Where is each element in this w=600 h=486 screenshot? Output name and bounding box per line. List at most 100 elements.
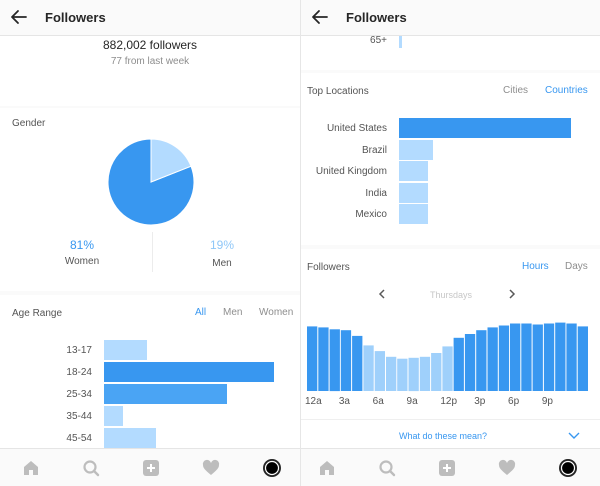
heart-icon[interactable] [201,458,221,478]
tab-days[interactable]: Days [565,261,588,272]
filter-all[interactable]: All [195,307,207,318]
pie-slice-men [150,138,192,183]
search-icon[interactable] [81,458,101,478]
hour-tick-label: 6p [508,396,520,407]
age-filters: All Men Women [0,307,300,321]
hour-bar [352,335,363,391]
age-bar-label: 13-17 [66,345,92,356]
hour-bar [397,358,408,391]
hour-bar [543,323,555,391]
location-tabs: Cities Countries [301,85,600,99]
age-bar-label: 45-54 [66,433,92,444]
age-bar-label: 35-44 [66,411,92,422]
header: Followers [301,0,600,36]
chevron-right-icon[interactable] [507,289,517,299]
followers-time-title: Followers [307,262,350,273]
followers-time-card: Followers Hours Days Thursdays 12a 3a 6a 9a… [301,249,600,450]
hour-bar [363,345,374,391]
pie-slice-women [107,138,195,226]
summary-card: 882,002 followers 77 from last week [0,36,300,106]
hour-tick-label: 12p [440,396,458,407]
back-arrow-icon[interactable] [311,8,329,26]
men-label: Men [212,258,232,269]
page-title: Followers [45,10,106,25]
gender-card: Gender 81% Women 19% Men [0,108,300,291]
time-tabs: Hours Days [301,261,600,275]
women-percent: 81% [69,238,95,252]
profile-icon[interactable] [558,458,578,478]
home-icon[interactable] [21,458,41,478]
gender-divider [152,232,153,272]
add-icon[interactable] [141,458,161,478]
divider [301,419,600,420]
location-bar-label: Mexico [355,209,387,220]
hour-bar [340,330,352,391]
hour-bar [408,357,419,392]
chevron-left-icon[interactable] [377,289,387,299]
hour-tick-label: 3a [338,396,350,407]
hour-bar [419,356,431,391]
location-bar [399,139,433,160]
age-bar-label: 25-34 [66,389,92,400]
hour-bar [487,327,498,391]
add-icon[interactable] [437,458,457,478]
header: Followers [0,0,300,36]
hours-bar-chart [307,322,588,392]
hour-bar [442,346,453,391]
chevron-down-icon[interactable] [568,431,580,441]
tab-hours[interactable]: Hours [522,261,549,272]
right-screen: Followers 65+ Top Locations Cities Count… [300,0,600,486]
hour-bar [577,326,588,391]
profile-icon[interactable] [262,458,282,478]
home-icon[interactable] [317,458,337,478]
hour-bar [555,322,566,391]
tab-cities[interactable]: Cities [503,85,529,96]
location-bar-label: United States [326,123,387,134]
hour-bar [498,325,510,391]
locations-card: Top Locations Cities Countries United St… [301,73,600,245]
hour-bar [307,326,318,391]
hour-bar [386,356,397,391]
tab-countries[interactable]: Countries [545,85,588,96]
location-bar [399,118,571,138]
filter-men[interactable]: Men [223,307,243,318]
hour-bar [453,337,464,391]
hour-tick-label: 12a [305,396,322,407]
age-tail-card: 65+ [301,35,600,70]
left-screen: Followers 882,002 followers 77 from last… [0,0,300,486]
age-bar-13-17 [104,340,147,360]
bottom-nav [0,448,300,486]
location-bar [399,204,428,224]
hour-bar [329,329,340,392]
age-bar-18-24 [104,362,274,382]
age-bar-label: 18-24 [66,367,92,378]
hour-bar [532,324,543,391]
bottom-nav [301,448,600,486]
age-bar-25-34 [104,384,227,404]
age-bar-35-44 [104,406,123,426]
hour-bar [431,353,442,391]
hour-tick-label: 9p [541,396,553,407]
heart-icon[interactable] [497,458,517,478]
gender-title: Gender [12,118,46,129]
age-bar-65-plus [399,36,402,48]
page-title: Followers [346,10,407,25]
back-arrow-icon[interactable] [10,8,28,26]
hour-bar [374,351,385,391]
women-label: Women [64,256,100,267]
location-bar [399,182,428,203]
filter-women[interactable]: Women [259,307,294,318]
hour-bar [476,330,487,391]
hour-bar [566,323,577,391]
location-bar [399,161,428,181]
locations-title: Top Locations [307,86,369,97]
search-icon[interactable] [377,458,397,478]
hour-bar [318,327,329,391]
what-do-these-mean-link[interactable]: What do these mean? [399,431,488,441]
age-bar-45-54 [104,428,156,448]
location-bar-label: India [365,187,387,199]
hour-tick-label: 6a [372,396,384,407]
day-label: Thursdays [429,290,473,300]
hour-bar [521,323,532,391]
location-bar-label: United Kingdom [315,166,387,177]
